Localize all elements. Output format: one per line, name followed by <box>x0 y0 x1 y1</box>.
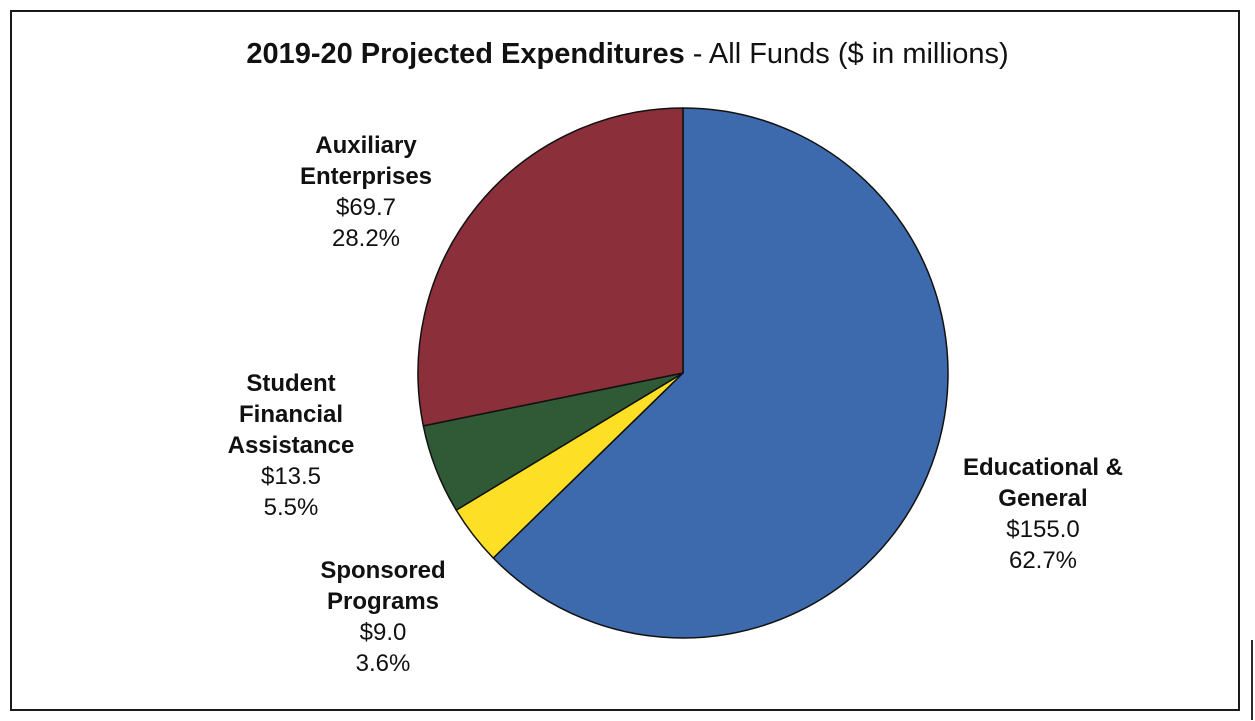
slice-percent: 62.7% <box>1008 547 1078 574</box>
pie-slice-auxiliary-enterprises <box>417 107 684 427</box>
slice-value: $13.5 <box>260 463 322 490</box>
slice-percent: 3.6% <box>355 650 411 677</box>
slice-value: $69.7 <box>335 194 397 221</box>
slice-name-line: Assistance <box>227 432 355 459</box>
chart-title-sub: - All Funds ($ in millions) <box>684 38 1009 70</box>
chart-title: 2019-20 Projected Expenditures - All Fun… <box>0 38 1255 71</box>
slice-percent: 28.2% <box>331 225 401 252</box>
slice-name-line: Sponsored <box>320 557 446 584</box>
slice-name-line: Enterprises <box>299 163 433 190</box>
slice-value: $155.0 <box>1006 516 1080 543</box>
slice-name-line: Auxiliary <box>315 132 417 159</box>
slice-percent: 5.5% <box>263 494 319 521</box>
slice-name-line: Student <box>246 370 336 397</box>
slice-label-student-financial-assistance: Student Financial Assistance $13.5 5.5% <box>228 368 355 523</box>
slice-name-line: Programs <box>326 588 440 615</box>
pie-slice-educational-general <box>492 107 949 639</box>
slice-name-line: Educational & <box>962 454 1124 481</box>
slice-name-line: General <box>998 485 1088 512</box>
slice-name-line: Financial <box>238 401 344 428</box>
scan-edge <box>1251 640 1253 720</box>
chart-title-main: 2019-20 Projected Expenditures <box>246 38 685 70</box>
slice-label-sponsored-programs: Sponsored Programs $9.0 3.6% <box>320 555 445 679</box>
slice-label-auxiliary-enterprises: Auxiliary Enterprises $69.7 28.2% <box>300 130 432 254</box>
slice-value: $9.0 <box>359 619 407 646</box>
slice-label-educational-general: Educational & General $155.0 62.7% <box>963 452 1123 576</box>
